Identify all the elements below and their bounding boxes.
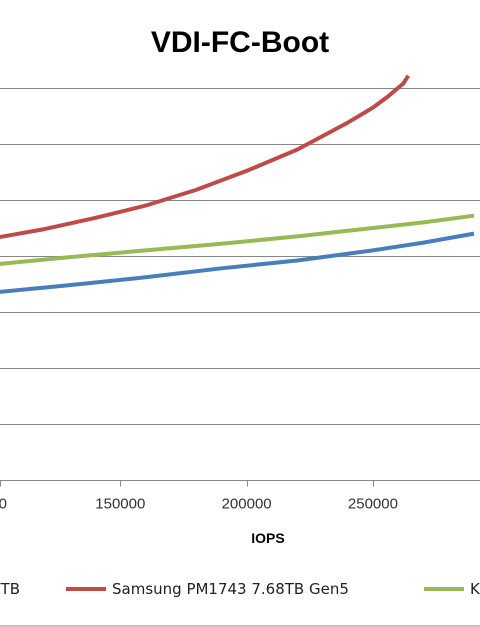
legend-label-3: K <box>470 580 480 598</box>
series-line-1 <box>0 231 475 294</box>
axes <box>0 480 480 487</box>
x-tick-label-1: 150000 <box>95 496 145 513</box>
chart-title: VDI-FC-Boot <box>151 26 329 59</box>
x-axis-label: IOPS <box>251 530 284 546</box>
x-tick-label-3: 250000 <box>348 496 398 513</box>
x-tick-label-2: 200000 <box>222 496 272 513</box>
x-tick-labels: 150000 200000 250000 0 <box>0 496 398 513</box>
series-lines <box>0 74 475 294</box>
legend-label-2: Samsung PM1743 7.68TB Gen5 <box>112 580 349 598</box>
x-tick-label-edge: 0 <box>0 496 7 513</box>
legend-label-1: TB <box>0 580 20 598</box>
series-line-3 <box>0 213 475 266</box>
legend: TB Samsung PM1743 7.68TB Gen5 K <box>0 580 480 598</box>
series-line-2 <box>0 74 410 240</box>
